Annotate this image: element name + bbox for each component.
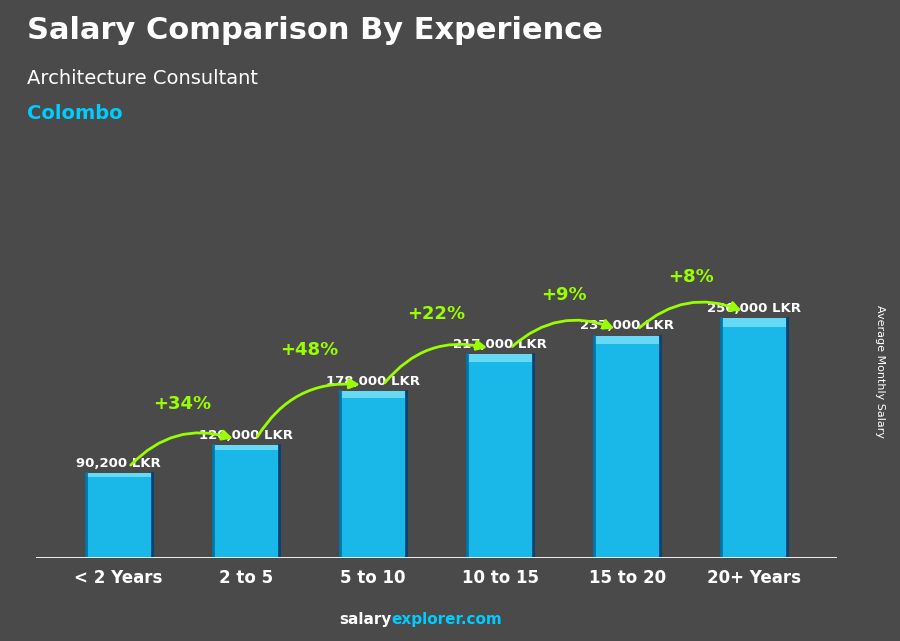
Bar [340, 391, 406, 558]
Bar [594, 336, 661, 558]
Text: +48%: +48% [280, 341, 338, 359]
Bar [212, 445, 279, 450]
Text: 217,000 LKR: 217,000 LKR [453, 338, 547, 351]
Bar [721, 318, 788, 328]
Text: +9%: +9% [541, 286, 587, 304]
Bar [86, 473, 152, 476]
Text: Salary Comparison By Experience: Salary Comparison By Experience [27, 16, 603, 45]
Bar [467, 354, 533, 363]
Bar [212, 445, 279, 558]
Text: 178,000 LKR: 178,000 LKR [326, 375, 420, 388]
Text: Average Monthly Salary: Average Monthly Salary [875, 305, 886, 438]
Text: explorer.com: explorer.com [392, 612, 502, 627]
Text: Colombo: Colombo [27, 104, 122, 123]
Text: 256,000 LKR: 256,000 LKR [707, 302, 801, 315]
Bar [340, 391, 406, 397]
Bar [594, 336, 661, 344]
Text: 120,000 LKR: 120,000 LKR [199, 429, 292, 442]
Text: Architecture Consultant: Architecture Consultant [27, 69, 258, 88]
Text: +22%: +22% [408, 304, 465, 322]
Text: salary: salary [339, 612, 392, 627]
Text: 90,200 LKR: 90,200 LKR [76, 457, 161, 470]
Bar [467, 354, 533, 558]
Text: +34%: +34% [153, 395, 211, 413]
Text: +8%: +8% [668, 268, 714, 286]
Text: 237,000 LKR: 237,000 LKR [580, 319, 674, 333]
Bar [721, 318, 788, 558]
Bar [86, 473, 152, 558]
